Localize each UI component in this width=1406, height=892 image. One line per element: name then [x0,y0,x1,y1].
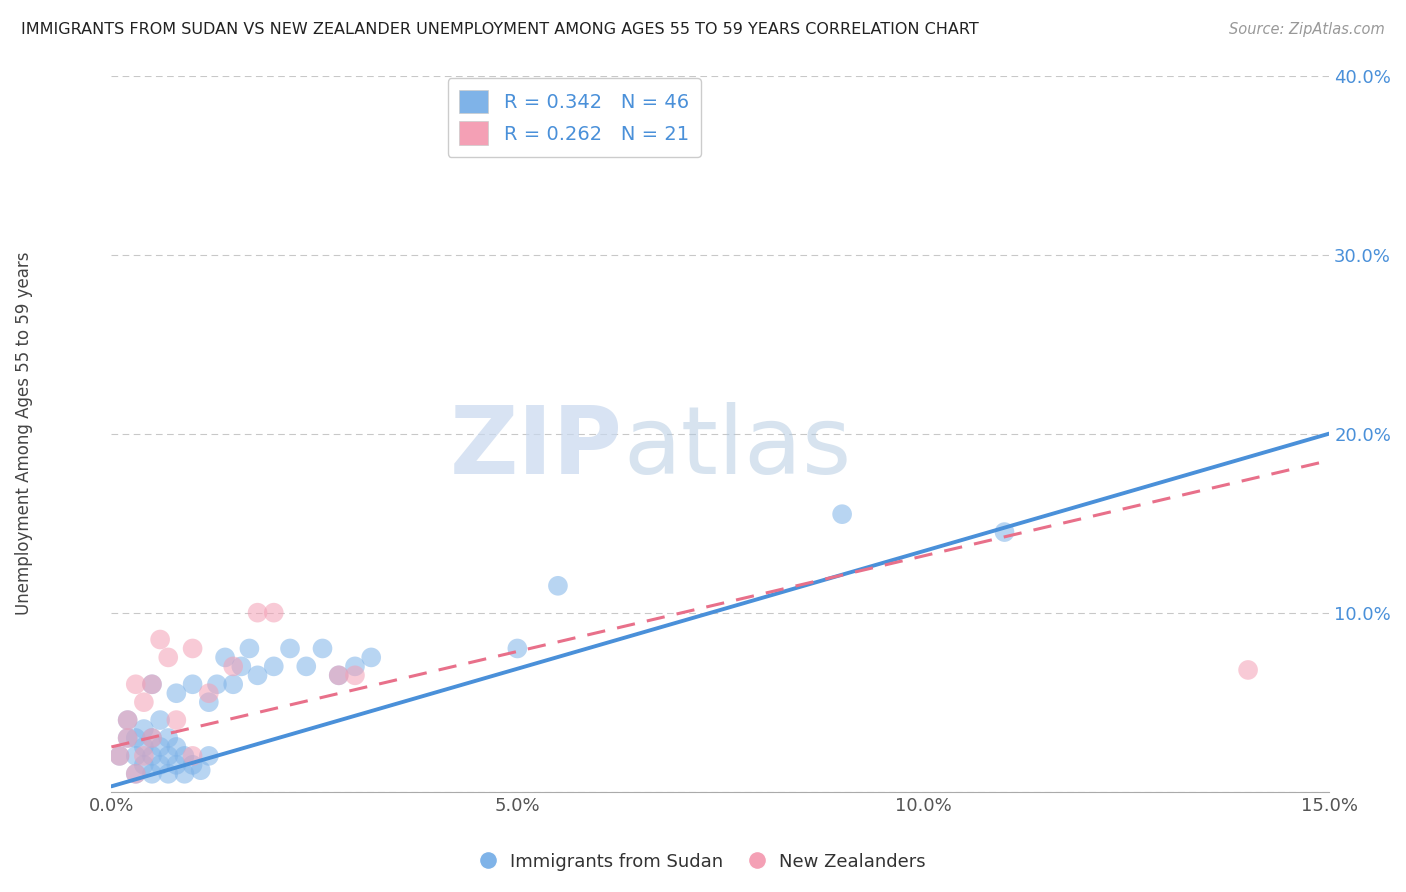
Point [190,763,212,777]
Point [165,686,187,700]
Point [132,739,155,754]
Point [343,668,366,682]
Point [181,757,204,772]
Point [157,766,180,780]
Point [198,686,221,700]
Point [173,766,195,780]
Point [125,766,148,780]
Point [181,748,204,763]
Point [181,641,204,656]
Point [149,713,172,727]
Point [165,739,187,754]
Point [141,677,163,691]
Point [132,757,155,772]
Point [117,713,139,727]
Legend: R = 0.342   N = 46, R = 0.262   N = 21: R = 0.342 N = 46, R = 0.262 N = 21 [447,78,700,157]
Point [141,731,163,745]
Point [157,748,180,763]
Point [149,739,172,754]
Text: IMMIGRANTS FROM SUDAN VS NEW ZEALANDER UNEMPLOYMENT AMONG AGES 55 TO 59 YEARS CO: IMMIGRANTS FROM SUDAN VS NEW ZEALANDER U… [21,22,979,37]
Point [157,731,180,745]
Point [198,695,221,709]
Text: ZIP: ZIP [450,402,623,494]
Point [993,525,1015,540]
Point [295,659,318,673]
Text: atlas: atlas [623,402,851,494]
Point [231,659,253,673]
Point [108,748,131,763]
Point [108,748,131,763]
Point [222,677,245,691]
Point [222,659,245,673]
Legend: Immigrants from Sudan, New Zealanders: Immigrants from Sudan, New Zealanders [474,846,932,879]
Point [132,722,155,736]
Point [157,650,180,665]
Point [181,677,204,691]
Point [278,641,301,656]
Point [125,766,148,780]
Point [165,757,187,772]
Point [141,766,163,780]
Point [263,659,285,673]
Point [125,677,148,691]
Point [214,650,236,665]
Point [149,757,172,772]
Point [343,659,366,673]
Point [198,748,221,763]
Point [132,695,155,709]
Point [125,731,148,745]
Point [141,731,163,745]
Point [831,507,853,521]
Point [205,677,228,691]
Point [238,641,260,656]
Point [311,641,333,656]
Point [547,579,569,593]
Point [173,748,195,763]
Point [263,606,285,620]
Point [141,748,163,763]
Point [360,650,382,665]
Point [328,668,350,682]
Point [132,748,155,763]
Point [117,731,139,745]
Point [141,677,163,691]
Text: Source: ZipAtlas.com: Source: ZipAtlas.com [1229,22,1385,37]
Point [1237,663,1260,677]
Point [246,668,269,682]
Y-axis label: Unemployment Among Ages 55 to 59 years: Unemployment Among Ages 55 to 59 years [15,252,32,615]
Point [125,748,148,763]
Point [117,713,139,727]
Point [246,606,269,620]
Point [165,713,187,727]
Point [149,632,172,647]
Point [117,731,139,745]
Point [328,668,350,682]
Point [506,641,529,656]
